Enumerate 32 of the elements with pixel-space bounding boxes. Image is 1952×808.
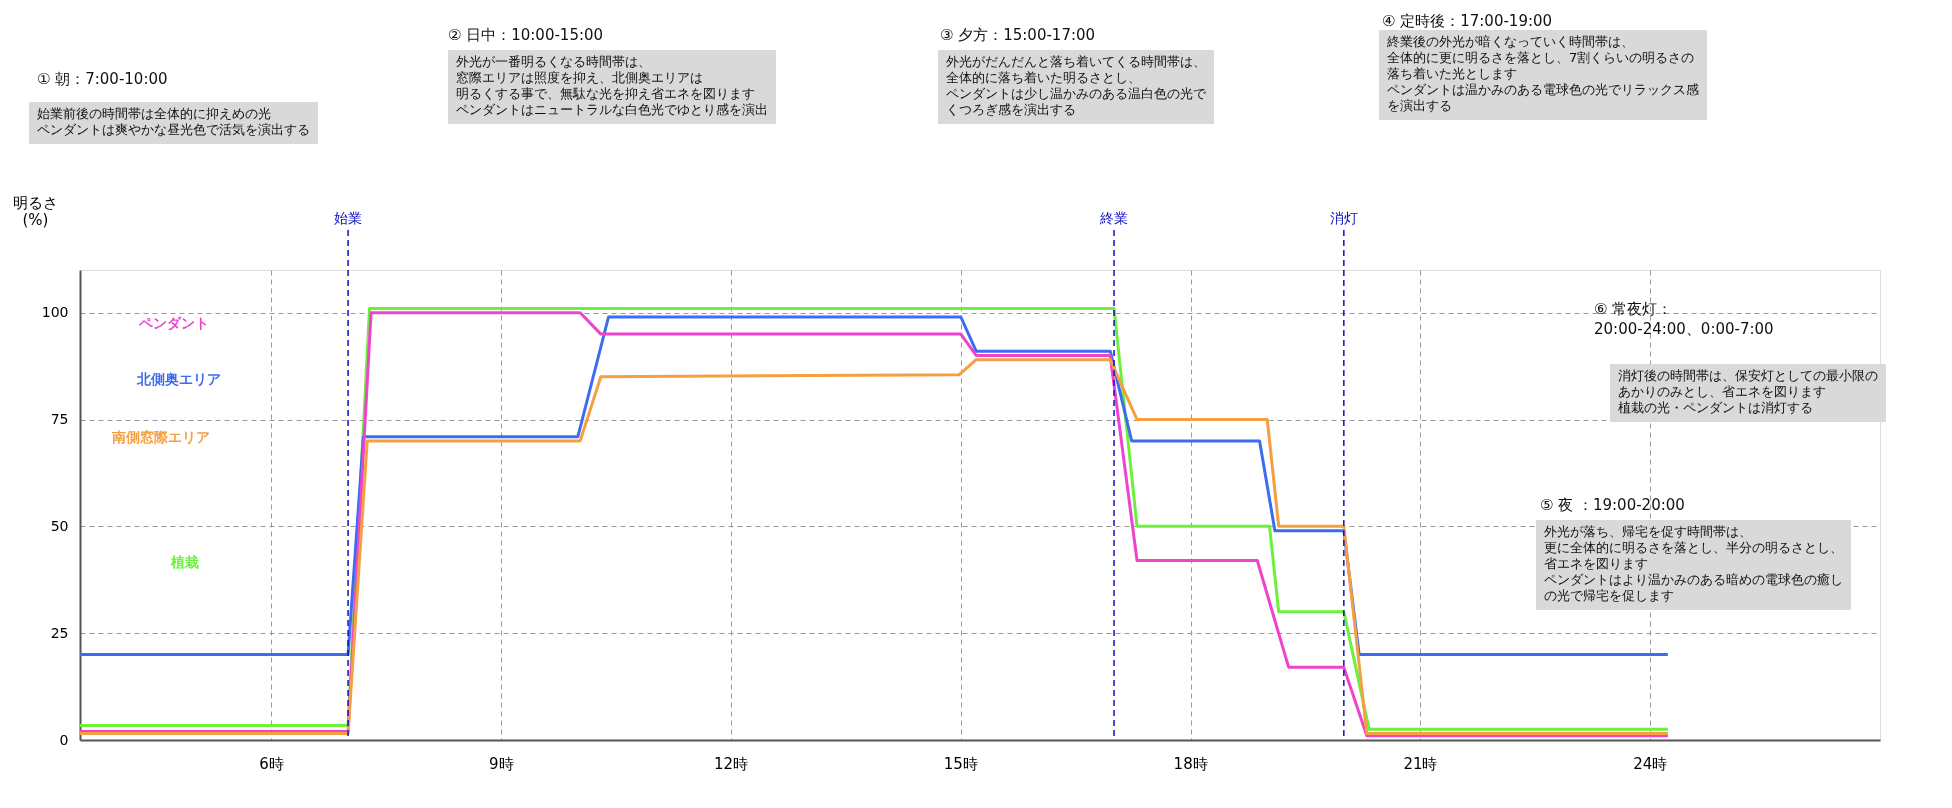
- text: 外光がだんだんと落ち着いてくる時間帯は、全体的に落ち着いた明るさとし、ペンダントは少し温かみのある温白色の光でくつろぎ感を演出する: [946, 54, 1207, 117]
- text: 終業後の外光が暗くなっていく時間帯は、全体的に更に明るさを落とし、7割くらいの明るさの落ち着いた光としますペンダントは温かみのある電球色の光でリラックス感を演出する: [1386, 34, 1699, 113]
- y-tick-label: 50: [50, 517, 69, 534]
- y-tick-label: 100: [41, 304, 69, 321]
- annotation: 消灯後の時間帯は、保安灯としての最小限のあかりのみとし、省エネを図ります植栽の光・ペンダントは消灯する: [1618, 368, 1878, 415]
- ref-line-label: 始業: [334, 210, 363, 226]
- text: ② 日中：10:00-15:00: [448, 26, 604, 44]
- x-tick-label: 21時: [1403, 755, 1438, 773]
- annotation: 外光が落ち、帰宅を促す時間帯は、更に全体的に明るさを落とし、半分の明るさとし、省エネを図りますペンダントはより温かみのある暗めの電球色の癒しの光で帰宅を促します: [1544, 524, 1843, 603]
- y-tick-label: 0: [59, 731, 69, 748]
- text: 外光が一番明るくなる時間帯は、窓際エリアは照度を抑え、北側奥エリアは明るくする事で、無駄な光を抑え省エネを図りますペンダントはニュートラルな白色光でゆとり感を演出: [456, 54, 768, 117]
- x-tick-label: 15時: [943, 755, 978, 773]
- x-tick-label: 6時: [259, 755, 284, 773]
- text: ④ 定時後：17:00-19:00: [1382, 12, 1553, 30]
- x-tick-label: 18時: [1173, 755, 1208, 773]
- text: 南側窓際エリア: [111, 429, 210, 445]
- x-tick-label: 9時: [489, 755, 514, 773]
- text: 植栽: [170, 554, 199, 570]
- annotation: ⑤ 夜 ：19:00-20:00: [1540, 496, 1685, 514]
- text: ペンダント: [138, 315, 209, 331]
- ref-line-label: 終業: [1099, 210, 1129, 226]
- text: ① 朝：7:00-10:00: [37, 70, 168, 88]
- y-tick-label: 25: [50, 624, 69, 641]
- annotation: ⑥ 常夜灯： 20:00-24:00、0:00-7:00: [1594, 300, 1774, 338]
- text: 北側奥エリア: [136, 371, 221, 387]
- ref-line-label: 消灯: [1329, 210, 1358, 226]
- text: 始業前後の時間帯は全体的に抑えめの光ペンダントは爽やかな昼光色で活気を演出する: [37, 106, 310, 137]
- y-axis-title: 明るさ (%): [13, 193, 58, 229]
- y-tick-label: 75: [50, 411, 69, 428]
- x-tick-label: 24時: [1633, 755, 1668, 773]
- text: ③ 夕方：15:00-17:00: [940, 26, 1096, 44]
- x-tick-label: 12時: [714, 755, 749, 773]
